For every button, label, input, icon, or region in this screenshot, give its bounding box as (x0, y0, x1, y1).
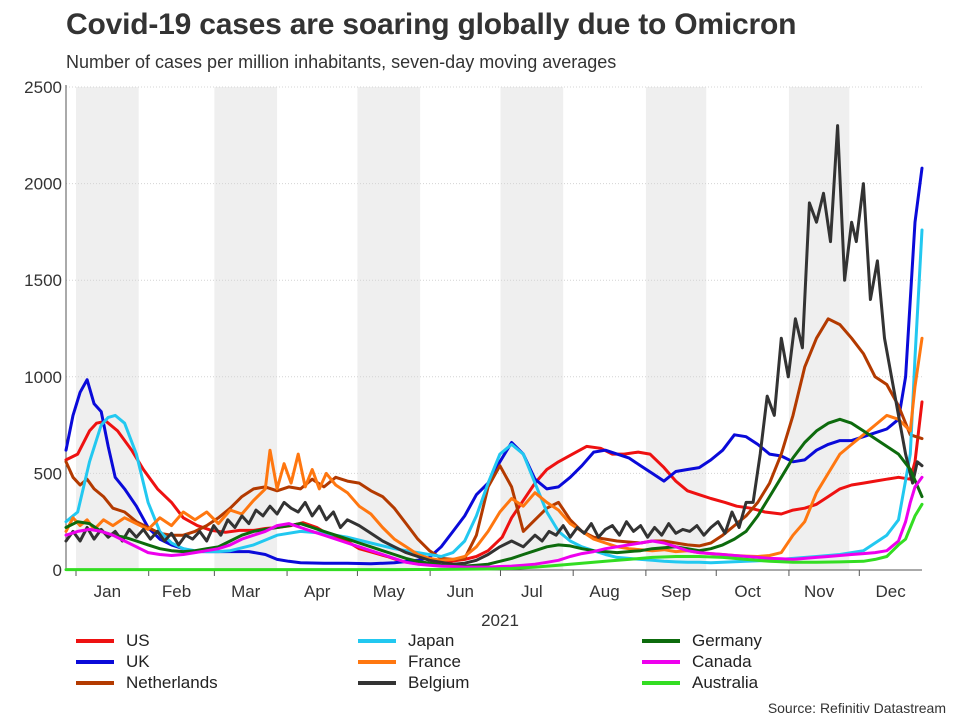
legend-swatch-us (76, 638, 114, 643)
legend-swatch-japan (358, 638, 396, 643)
legend-item-japan: Japan (358, 630, 454, 651)
legend-item-canada: Canada (642, 651, 752, 672)
legend-item-uk: UK (76, 651, 150, 672)
legend-item-us: US (76, 630, 150, 651)
series-line-germany (64, 417, 924, 568)
series-line-australia (64, 502, 924, 572)
x-tick-label-jul: Jul (521, 582, 543, 601)
x-tick-label-jan: Jan (94, 582, 121, 601)
chart-title: Covid-19 cases are soaring globally due … (66, 8, 797, 41)
legend-item-netherlands: Netherlands (76, 672, 218, 693)
legend-label-belgium: Belgium (408, 672, 470, 692)
legend-swatch-australia (642, 680, 680, 685)
series-line-canada (64, 475, 924, 569)
series-line-netherlands (64, 317, 924, 561)
x-tick-label-mar: Mar (231, 582, 261, 601)
y-tick-label-1500: 1500 (24, 271, 62, 290)
month-band-mar (214, 87, 278, 570)
chart-subtitle: Number of cases per million inhabitants,… (66, 52, 617, 72)
legend-item-australia: Australia (642, 672, 758, 693)
source-note: Source: Refinitiv Datastream (767, 700, 946, 716)
legend-swatch-germany (642, 638, 680, 643)
series-line-france (64, 336, 924, 562)
x-axis-label: 2021 (481, 611, 519, 630)
series-line-belgium (64, 124, 924, 566)
legend-swatch-uk (76, 659, 114, 664)
x-tick-label-aug: Aug (589, 582, 619, 601)
legend-label-us: US (126, 630, 150, 650)
legend-label-germany: Germany (692, 630, 762, 650)
chart-legend: US UK Netherlands Japan France Belgium G… (76, 630, 876, 694)
legend-swatch-france (358, 659, 396, 664)
x-tick-label-may: May (373, 582, 406, 601)
legend-item-france: France (358, 651, 461, 672)
legend-swatch-canada (642, 659, 680, 664)
y-tick-label-0: 0 (53, 561, 62, 580)
legend-label-canada: Canada (692, 651, 752, 671)
y-tick-label-500: 500 (34, 464, 62, 483)
legend-item-belgium: Belgium (358, 672, 469, 693)
legend-label-france: France (408, 651, 461, 671)
x-tick-label-apr: Apr (304, 582, 331, 601)
x-tick-label-nov: Nov (804, 582, 835, 601)
x-tick-label-dec: Dec (876, 582, 907, 601)
x-tick-label-feb: Feb (162, 582, 191, 601)
legend-label-australia: Australia (692, 672, 759, 692)
legend-label-netherlands: Netherlands (126, 672, 218, 692)
y-tick-label-1000: 1000 (24, 368, 62, 387)
legend-swatch-netherlands (76, 680, 114, 685)
x-tick-label-oct: Oct (734, 582, 761, 601)
legend-label-japan: Japan (408, 630, 455, 650)
month-band-sep (645, 87, 707, 570)
legend-label-uk: UK (126, 651, 150, 671)
y-tick-label-2500: 2500 (24, 78, 62, 97)
month-band-jan (76, 87, 139, 570)
x-tick-label-sep: Sep (661, 582, 691, 601)
legend-item-germany: Germany (642, 630, 762, 651)
month-band-may (357, 87, 421, 570)
y-tick-label-2000: 2000 (24, 175, 62, 194)
x-tick-label-jun: Jun (447, 582, 474, 601)
legend-swatch-belgium (358, 680, 396, 685)
